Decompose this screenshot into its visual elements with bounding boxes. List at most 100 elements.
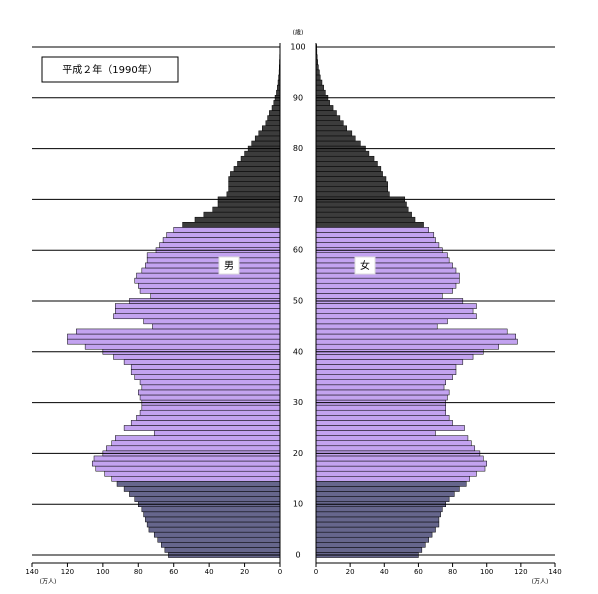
bar (316, 166, 381, 171)
x-tick-label: 140 (25, 568, 38, 576)
bar (252, 141, 280, 146)
y-tick-label: 10 (293, 500, 303, 509)
bar (112, 476, 280, 481)
bar (316, 370, 456, 375)
bar (195, 217, 280, 222)
bar (105, 471, 280, 476)
bar (276, 90, 280, 95)
bar (316, 425, 465, 430)
bar (316, 542, 425, 547)
bar (135, 497, 280, 502)
bar (316, 283, 456, 288)
bar (152, 324, 280, 329)
bar (140, 380, 280, 385)
x-tick-label: 60 (414, 568, 423, 576)
bar (316, 507, 442, 512)
bar (274, 100, 280, 105)
bar (167, 232, 280, 237)
bar (316, 441, 471, 446)
bar (154, 431, 280, 436)
bar (316, 207, 408, 212)
y-axis-label: (歳) (293, 29, 304, 37)
x-tick-label: 0 (278, 568, 282, 576)
bar (316, 339, 517, 344)
bar (316, 126, 347, 131)
bar (316, 273, 459, 278)
bar (316, 319, 447, 324)
y-tick-label: 0 (295, 551, 300, 560)
bar (316, 461, 487, 466)
x-tick-label: 40 (205, 568, 214, 576)
bar (316, 278, 459, 283)
bar (229, 182, 280, 187)
bar (144, 319, 280, 324)
bar (316, 324, 437, 329)
bar (316, 471, 476, 476)
bar (138, 390, 280, 395)
bar (138, 283, 280, 288)
bar (142, 385, 280, 390)
bar (316, 476, 470, 481)
bar (316, 80, 322, 85)
bar (316, 431, 436, 436)
bar (213, 207, 280, 212)
legend-label: 女 (360, 259, 370, 272)
bar (115, 436, 280, 441)
bar (131, 365, 280, 370)
bar (316, 268, 456, 273)
bar (316, 466, 485, 471)
legend-label: 男 (224, 260, 234, 272)
y-tick-label: 40 (293, 347, 303, 356)
bar (76, 329, 280, 334)
bar (316, 314, 476, 319)
bar (316, 105, 333, 110)
bar (140, 395, 280, 400)
x-tick-label: 80 (134, 568, 143, 576)
bar (129, 492, 280, 497)
bar (316, 227, 429, 232)
bar (316, 492, 454, 497)
bar (142, 405, 280, 410)
bar (160, 243, 280, 248)
bar (316, 222, 424, 227)
x-axis-label: (万人) (40, 579, 57, 586)
bar (145, 517, 280, 522)
bar (163, 238, 280, 243)
bar (92, 461, 280, 466)
bar (316, 486, 459, 491)
bar (230, 171, 280, 176)
bar (316, 141, 360, 146)
bar (316, 456, 483, 461)
bar (124, 486, 280, 491)
y-tick-label: 50 (293, 297, 303, 306)
bar (106, 446, 280, 451)
bar (316, 375, 453, 380)
bar (316, 481, 466, 486)
y-tick-label: 70 (293, 195, 303, 204)
bar (316, 121, 343, 126)
bar (316, 161, 377, 166)
x-tick-label: 0 (314, 568, 318, 576)
bar (316, 390, 449, 395)
bar (316, 420, 453, 425)
bar (115, 309, 280, 314)
bar (316, 212, 412, 217)
bar (96, 466, 280, 471)
bar (259, 131, 280, 136)
bar (316, 309, 473, 314)
x-tick-label: 100 (480, 568, 493, 576)
bar (316, 217, 415, 222)
bar (316, 405, 446, 410)
bar (316, 512, 441, 517)
bar (241, 156, 280, 161)
bar (316, 497, 449, 502)
bar (135, 375, 280, 380)
bar (316, 532, 432, 537)
bar (316, 136, 355, 141)
bar (124, 425, 280, 430)
y-tick-label: 80 (293, 144, 303, 153)
bar (316, 415, 449, 420)
bar (255, 136, 280, 141)
bar (316, 436, 468, 441)
bar (316, 537, 429, 542)
